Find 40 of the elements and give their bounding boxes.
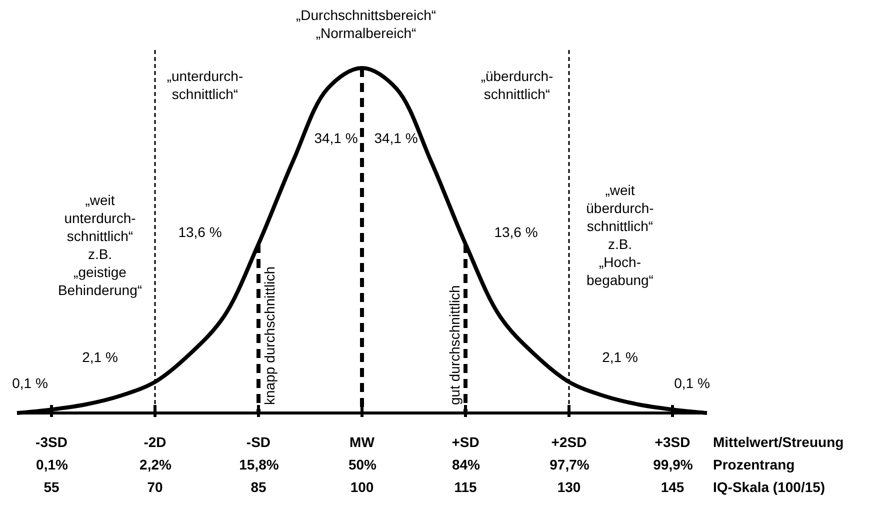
chart-subtitle: „Normalbereich“ xyxy=(316,25,417,41)
chart-title: „Durchschnittsbereich“ xyxy=(296,7,436,23)
x-tick-label: 55 xyxy=(44,479,60,495)
x-tick-label: 145 xyxy=(660,479,684,495)
annotation: 34,1 % xyxy=(314,130,358,146)
annotation: „weit überdurch- schnittlich“ z.B. „Hoch- begabung“ xyxy=(586,182,654,288)
x2-tick-label: +2SD xyxy=(551,434,587,450)
x2-tick-label: +SD xyxy=(452,434,480,450)
annotation: 0,1 % xyxy=(674,375,710,391)
annotation: 0,1 % xyxy=(12,375,48,391)
text: 2,2% xyxy=(140,456,172,472)
x2-tick-label: -SD xyxy=(246,434,271,450)
annotation: „unterdurch- schnittlich“ xyxy=(166,68,244,102)
text: 84% xyxy=(452,456,481,472)
text: 97,7% xyxy=(550,456,590,472)
annotation: „überdurch- schnittlich“ xyxy=(480,68,554,102)
ref-line-label: knapp durchschnittlich xyxy=(262,266,278,405)
text: 50% xyxy=(348,456,378,472)
x2-tick-label: +3SD xyxy=(654,434,690,450)
ref-line-label: gut durchschnittlich xyxy=(446,285,462,405)
x2-tick-label: MW xyxy=(350,434,376,450)
x-tick-label: 85 xyxy=(250,479,266,495)
text: Prozentrang xyxy=(713,456,795,472)
x2-tick-label: -2D xyxy=(144,434,166,450)
x-tick-label: 100 xyxy=(350,479,374,495)
x-tick-label: 70 xyxy=(147,479,163,495)
annotation: 34,1 % xyxy=(374,130,418,146)
annotation: 13,6 % xyxy=(178,224,222,240)
annotation: 2,1 % xyxy=(602,349,638,365)
x-tick-label: 130 xyxy=(557,479,581,495)
x-tick-label: 115 xyxy=(454,479,478,495)
annotation: 2,1 % xyxy=(82,349,118,365)
text: 0,1% xyxy=(36,456,68,472)
x2-axis-title: Mittelwert/Streuung xyxy=(713,434,844,450)
text: 99,9% xyxy=(653,456,694,472)
annotation: 13,6 % xyxy=(494,224,538,240)
x-axis-title: IQ-Skala (100/15) xyxy=(713,479,826,495)
text: 15,8% xyxy=(239,456,280,472)
annotation: „weit unterdurch- schnittlich“ z.B. „geistige Behinderung“ xyxy=(58,192,142,298)
x2-tick-label: -3SD xyxy=(36,434,68,450)
